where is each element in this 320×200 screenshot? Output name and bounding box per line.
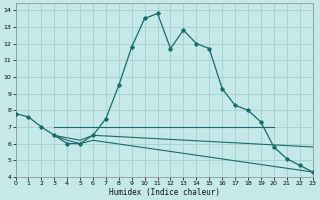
X-axis label: Humidex (Indice chaleur): Humidex (Indice chaleur)	[108, 188, 220, 197]
